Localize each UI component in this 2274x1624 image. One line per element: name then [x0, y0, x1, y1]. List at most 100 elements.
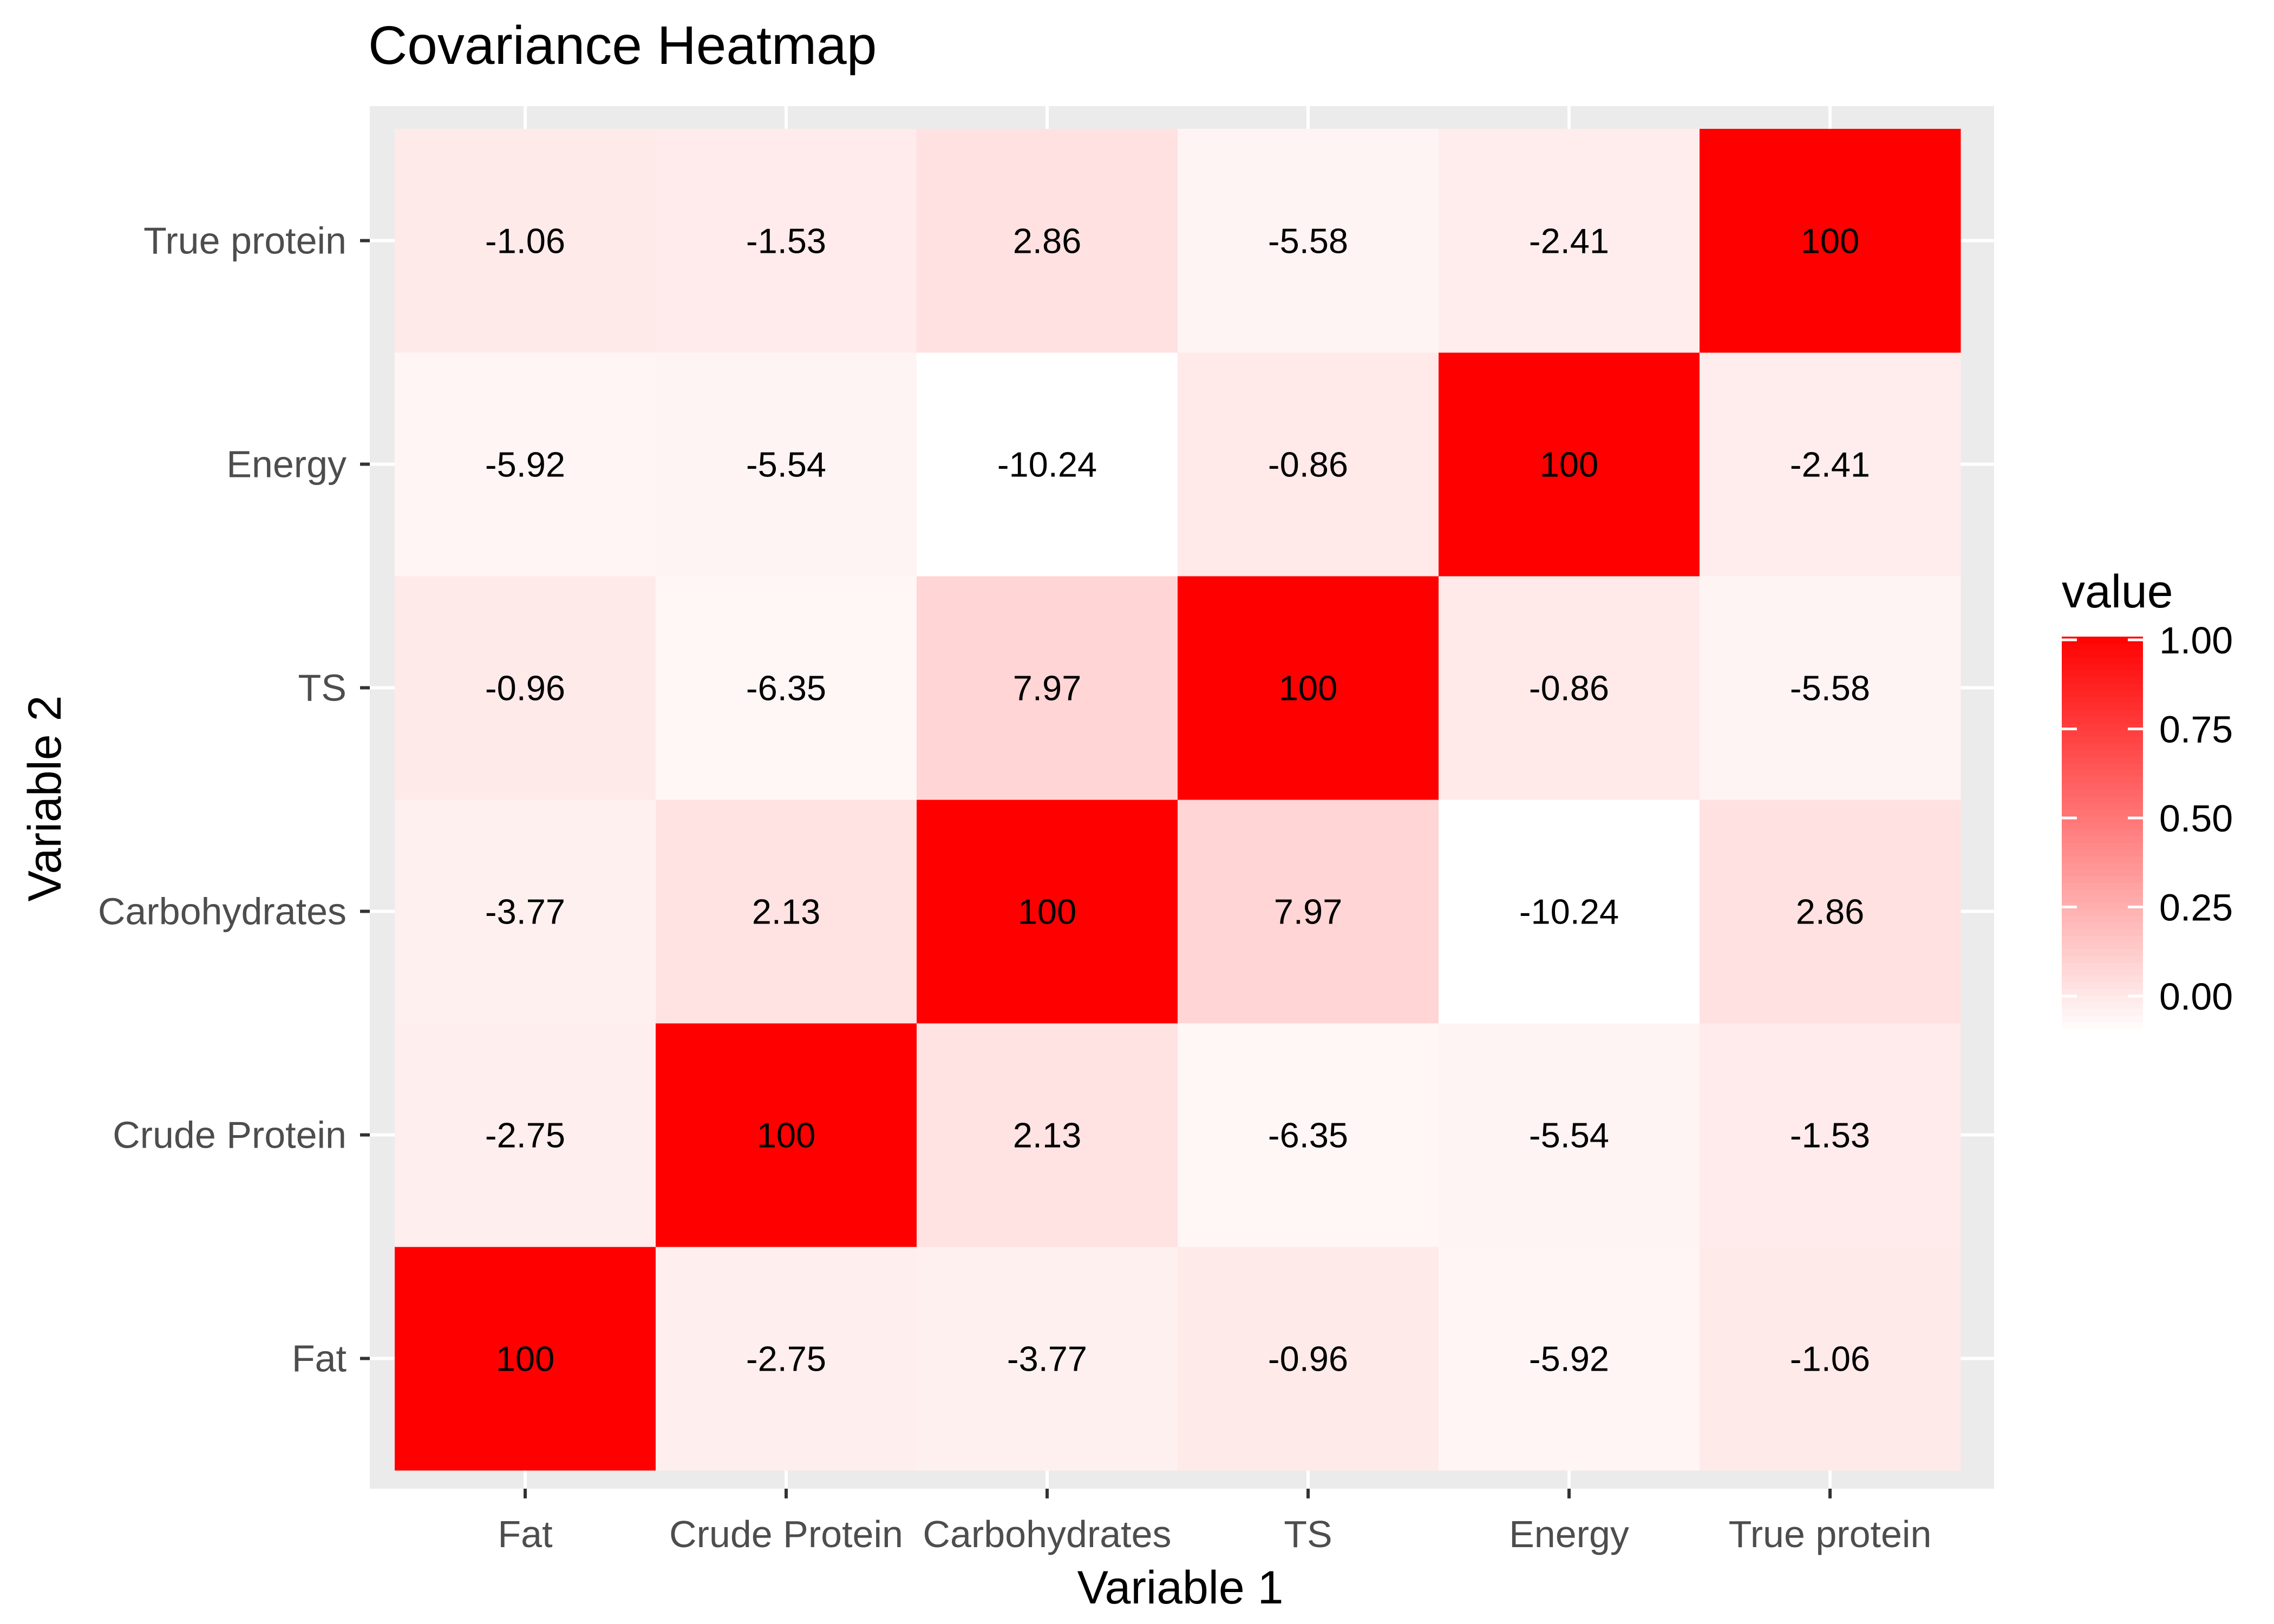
heatmap-cell — [1178, 800, 1439, 1024]
heatmap-cell — [656, 129, 917, 353]
legend-colorbar-segment — [2062, 683, 2143, 691]
x-axis-ticks: Fat Crude Protein Carbohydrates TS Energy Tru… — [498, 1489, 1931, 1555]
cell-value-label: 2.86 — [1013, 221, 1082, 261]
heatmap-cell — [1439, 800, 1700, 1024]
cell-value-label: -0.96 — [485, 669, 565, 708]
legend-colorbar-segment — [2062, 723, 2143, 730]
cell-value-label: -1.06 — [485, 221, 565, 261]
legend-tick-label: 0.75 — [2159, 709, 2233, 751]
y-tick-label: Crude Protein — [113, 1114, 347, 1156]
legend-colorbar-segment — [2062, 902, 2143, 909]
heatmap-cell — [917, 1023, 1178, 1247]
cell-value-label: -3.77 — [1007, 1339, 1087, 1379]
legend-colorbar-segment — [2062, 663, 2143, 671]
heatmap-cell — [656, 800, 917, 1024]
legend-colorbar-segment — [2062, 802, 2143, 810]
heatmap-cell — [1439, 576, 1700, 800]
heatmap-cell — [656, 352, 917, 577]
legend-colorbar-segment — [2062, 729, 2143, 737]
cell-value-label: 2.86 — [1796, 892, 1865, 932]
cell-value-label: -2.41 — [1790, 445, 1870, 484]
cell-value-label: -2.41 — [1529, 221, 1609, 261]
legend-colorbar-segment — [2062, 928, 2143, 936]
chart-title: Covariance Heatmap — [368, 15, 877, 76]
x-tick-label: Carbohydrates — [923, 1513, 1171, 1555]
heatmap-cells — [395, 129, 1961, 1471]
heatmap-cell — [395, 800, 656, 1024]
cell-value-label: -0.86 — [1529, 669, 1609, 708]
heatmap-cell — [1700, 1023, 1961, 1247]
cell-value-label: 100 — [1279, 669, 1337, 708]
legend-colorbar-segment — [2062, 736, 2143, 744]
heatmap-cell — [917, 1247, 1178, 1471]
heatmap-cell — [656, 1247, 917, 1471]
legend-colorbar-segment — [2062, 849, 2143, 856]
legend-colorbar-segment — [2062, 942, 2143, 949]
y-tick-label: Fat — [292, 1338, 347, 1380]
legend-colorbar-segment — [2062, 670, 2143, 677]
legend-colorbar-segment — [2062, 855, 2143, 863]
x-tick-label: True protein — [1729, 1513, 1932, 1555]
heatmap-cell — [917, 129, 1178, 353]
legend: value 0.00 0.25 0.50 0.75 1.00 — [2062, 566, 2233, 1036]
legend-colorbar-segment — [2062, 1021, 2143, 1029]
heatmap-cell — [1178, 129, 1439, 353]
x-tick-label: TS — [1284, 1513, 1332, 1555]
cell-value-label: -0.96 — [1268, 1339, 1348, 1379]
legend-colorbar-segment — [2062, 769, 2143, 777]
legend-colorbar-segment — [2062, 1001, 2143, 1009]
heatmap-cell — [1439, 1023, 1700, 1247]
heatmap-cell — [395, 352, 656, 577]
cell-value-label: 100 — [1801, 221, 1859, 261]
x-axis-title: Variable 1 — [1077, 1562, 1284, 1614]
legend-colorbar-segment — [2062, 975, 2143, 983]
cell-value-label: -5.54 — [746, 445, 826, 484]
cell-value-labels: 100 -2.75 -3.77 -0.96 -5.92 -1.06 -2.75 100 2.13… — [485, 221, 1870, 1379]
heatmap-cell — [1700, 129, 1961, 353]
legend-colorbar-segment — [2062, 935, 2143, 943]
legend-colorbar-segment — [2062, 816, 2143, 823]
legend-tick-label: 0.25 — [2159, 887, 2233, 929]
heatmap-cell — [1178, 352, 1439, 577]
cell-value-label: 7.97 — [1013, 669, 1082, 708]
heatmap-cell — [395, 576, 656, 800]
y-tick-label: Energy — [226, 443, 347, 486]
legend-colorbar-segment — [2062, 922, 2143, 929]
legend-colorbar-segment — [2062, 763, 2143, 770]
cell-value-label: -1.06 — [1790, 1339, 1870, 1379]
legend-colorbar-segment — [2062, 822, 2143, 830]
legend-colorbar-segment — [2062, 915, 2143, 923]
legend-colorbar-segment — [2062, 756, 2143, 764]
cell-value-label: -10.24 — [997, 445, 1097, 484]
heatmap-cell — [1700, 576, 1961, 800]
cell-value-label: -5.92 — [1529, 1339, 1609, 1379]
y-tick-label: Carbohydrates — [98, 890, 347, 933]
legend-colorbar-segment — [2062, 981, 2143, 990]
heatmap-cell — [1700, 800, 1961, 1024]
y-axis-ticks: Fat Crude Protein Carbohydrates TS Energy Tru… — [98, 220, 370, 1380]
cell-value-label: 100 — [757, 1116, 815, 1155]
heatmap-cell — [395, 1023, 656, 1247]
legend-colorbar-segment — [2062, 789, 2143, 797]
legend-colorbar-segment — [2062, 1008, 2143, 1016]
legend-colorbar-segment — [2062, 782, 2143, 790]
cell-value-label: -5.54 — [1529, 1116, 1609, 1155]
legend-colorbar-segment — [2062, 962, 2143, 970]
cell-value-label: -5.58 — [1268, 221, 1348, 261]
legend-colorbar-segment — [2062, 869, 2143, 876]
legend-colorbar-segment — [2062, 862, 2143, 870]
cell-value-label: -0.86 — [1268, 445, 1348, 484]
legend-colorbar-segment — [2062, 988, 2143, 996]
legend-colorbar-segment — [2062, 829, 2143, 836]
legend-colorbar-segment — [2062, 908, 2143, 916]
heatmap-cell — [1178, 1023, 1439, 1247]
legend-colorbar-segment — [2062, 842, 2143, 850]
cell-value-label: -6.35 — [746, 669, 826, 708]
legend-colorbar-segment — [2062, 882, 2143, 890]
heatmap-cell — [1439, 129, 1700, 353]
heatmap-cell — [1178, 1247, 1439, 1471]
cell-value-label: -1.53 — [1790, 1116, 1870, 1155]
legend-colorbar-segment — [2062, 796, 2143, 803]
